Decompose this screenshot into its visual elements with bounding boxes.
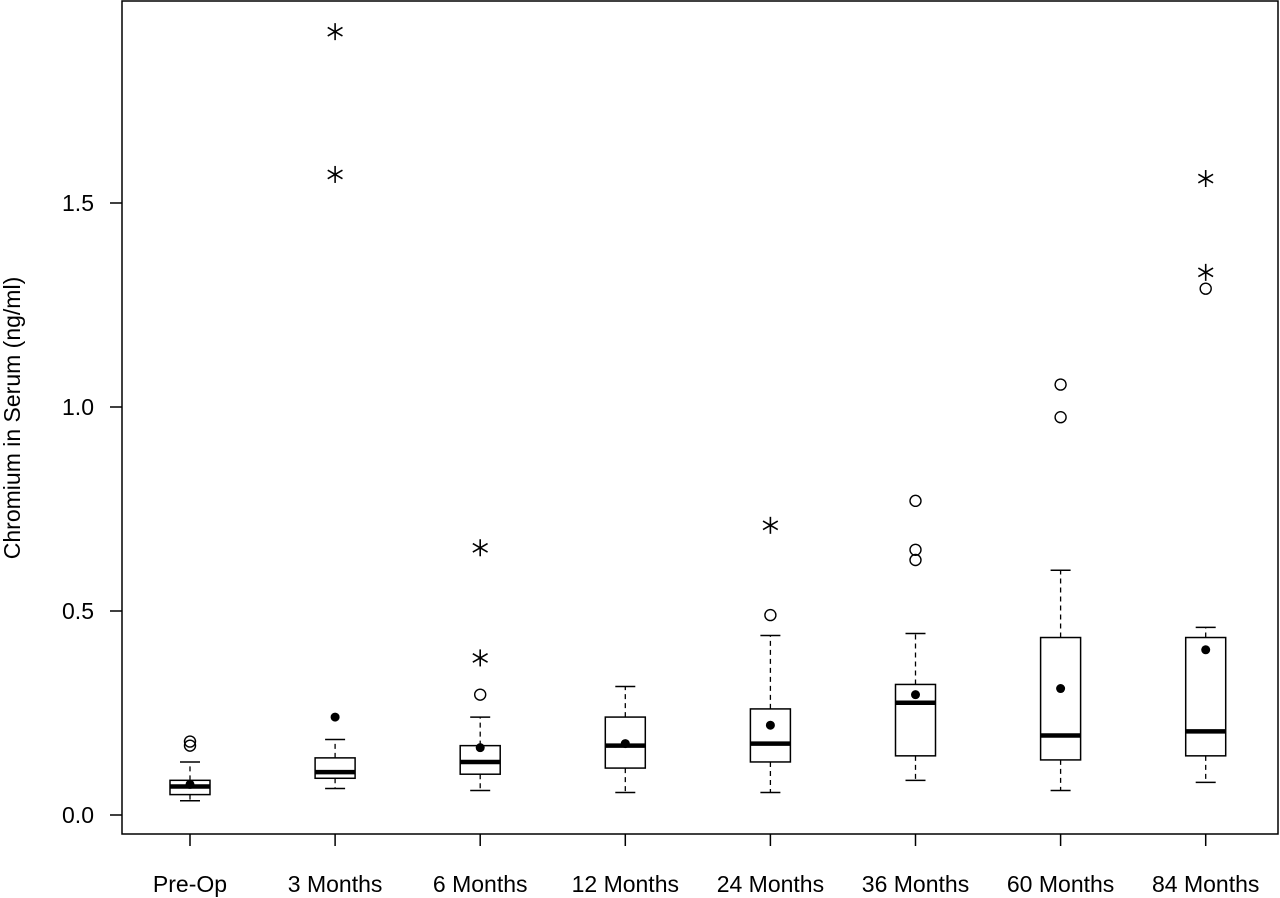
y-axis-label: Chromium in Serum (ng/ml)	[0, 277, 25, 559]
outlier-point	[909, 553, 922, 567]
outlier-point	[1054, 411, 1067, 424]
plot-frame	[121, 0, 1279, 835]
outlier-point	[909, 543, 922, 556]
mean-point	[475, 743, 485, 753]
outlier-point	[1054, 378, 1067, 391]
mean-point	[765, 720, 775, 730]
mean-point	[185, 779, 195, 789]
extreme-point	[472, 539, 488, 557]
box-iqr	[749, 708, 792, 763]
x-tick-label: 60 Months	[1007, 871, 1114, 897]
box-series	[169, 23, 1227, 802]
x-tick-label: 3 Months	[288, 871, 383, 897]
mean-point	[1201, 645, 1211, 655]
box-group	[314, 23, 356, 790]
y-tick-label: 1.5	[62, 190, 94, 216]
box-group	[169, 735, 211, 802]
extreme-point	[1197, 263, 1214, 281]
outlier-point	[183, 739, 197, 752]
y-axis: 0.0 0.5 1.0 1.5	[62, 190, 122, 828]
y-tick-label: 1.0	[62, 394, 94, 420]
y-tick-label: 0.5	[62, 598, 94, 624]
extreme-point	[762, 516, 779, 534]
box-group	[459, 539, 501, 792]
box-group	[604, 685, 647, 794]
x-tick-label: 24 Months	[717, 871, 824, 897]
extreme-point	[1197, 170, 1214, 188]
box-group	[894, 494, 937, 782]
x-tick-label: 6 Months	[433, 871, 528, 897]
mean-point	[620, 739, 630, 749]
box-iqr	[1039, 636, 1082, 761]
box-iqr	[1184, 636, 1227, 757]
box-iqr	[314, 757, 356, 780]
extreme-point	[327, 165, 343, 183]
box-group	[1184, 170, 1227, 784]
x-tick-label: Pre-Op	[153, 871, 227, 897]
x-tick-label: 84 Months	[1152, 871, 1259, 897]
outlier-point	[183, 735, 197, 748]
extreme-point	[472, 649, 488, 667]
outlier-point	[474, 688, 487, 701]
extreme-point	[327, 23, 343, 41]
box-group	[749, 516, 792, 794]
outlier-point	[764, 608, 777, 622]
outlier-point	[909, 494, 922, 508]
y-tick-label: 0.0	[62, 802, 94, 828]
mean-point	[911, 690, 920, 700]
mean-point	[330, 712, 340, 722]
x-tick-label: 12 Months	[572, 871, 679, 897]
mean-point	[1056, 684, 1066, 694]
x-axis: Pre-Op 3 Months 6 Months 12 Months 24 Months…	[153, 834, 1259, 897]
box-group	[1039, 378, 1082, 792]
x-tick-label: 36 Months	[862, 871, 969, 897]
outlier-point	[1199, 282, 1212, 295]
